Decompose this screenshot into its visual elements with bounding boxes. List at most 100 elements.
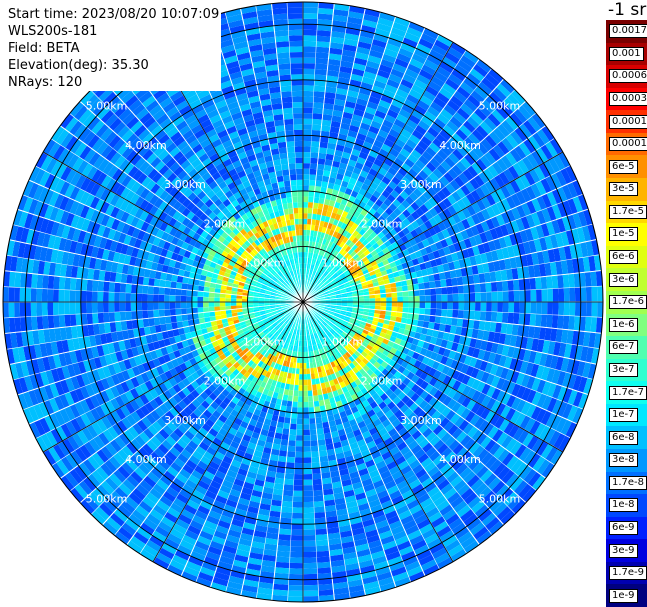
range-gate-cell: [442, 83, 456, 95]
range-gate-cell: [247, 302, 254, 305]
range-gate-cell: [457, 210, 467, 221]
range-gate-cell: [47, 275, 55, 289]
range-gate-cell: [350, 346, 357, 353]
range-gate-cell: [54, 328, 62, 342]
range-gate-cell: [412, 338, 420, 346]
range-gate-cell: [70, 418, 82, 433]
range-gate-cell: [451, 277, 458, 286]
range-gate-cell: [331, 25, 346, 33]
range-gate-cell: [326, 521, 339, 529]
range-gate-cell: [31, 274, 38, 288]
range-gate-cell: [144, 380, 154, 391]
range-gate-cell: [447, 398, 457, 410]
range-gate-cell: [415, 207, 425, 217]
range-gate-cell: [250, 495, 262, 504]
range-gate-cell: [259, 503, 271, 511]
range-gate-cell: [39, 417, 51, 434]
range-gate-cell: [508, 424, 520, 438]
range-gate-cell: [356, 250, 364, 257]
range-gate-cell: [3, 318, 11, 334]
range-gate-cell: [422, 254, 430, 263]
range-gate-cell: [330, 249, 337, 256]
range-gate-cell: [125, 302, 131, 312]
range-gate-cell: [566, 182, 578, 198]
range-gate-cell: [341, 374, 348, 382]
range-gate-cell: [540, 276, 548, 289]
range-gate-cell: [202, 409, 213, 419]
range-gate-cell: [421, 477, 434, 489]
range-gate-cell: [303, 413, 310, 419]
range-gate-cell: [471, 265, 479, 275]
range-gate-cell: [328, 229, 335, 236]
range-gate-cell: [319, 136, 329, 143]
range-gate-cell: [181, 387, 191, 397]
range-gate-cell: [343, 252, 350, 259]
range-gate-cell: [419, 302, 426, 309]
range-gate-cell: [173, 428, 184, 439]
range-gate-cell: [436, 525, 452, 538]
range-gate-cell: [201, 400, 211, 410]
range-gate-cell: [544, 235, 553, 250]
range-gate-cell: [183, 406, 193, 416]
range-gate-cell: [432, 400, 443, 411]
range-gate-cell: [313, 314, 318, 320]
range-gate-cell: [271, 310, 278, 314]
range-gate-cell: [220, 314, 227, 320]
range-gate-cell: [176, 315, 183, 322]
range-gate-cell: [406, 260, 414, 268]
range-gate-cell: [551, 275, 559, 289]
range-gate-cell: [339, 410, 347, 419]
range-gate-cell: [318, 8, 334, 15]
range-gate-cell: [180, 302, 187, 309]
range-gate-cell: [472, 348, 481, 359]
range-gate-cell: [83, 336, 92, 349]
range-gate-cell: [563, 302, 570, 316]
range-gate-cell: [315, 523, 327, 530]
range-gate-cell: [409, 402, 419, 412]
range-gate-cell: [186, 374, 196, 384]
range-gate-cell: [347, 276, 354, 282]
range-gate-cell: [265, 395, 273, 403]
range-gate-cell: [245, 332, 252, 339]
range-gate-cell: [405, 119, 418, 130]
range-gate-cell: [388, 32, 404, 43]
range-gate-cell: [389, 446, 400, 456]
range-gate-cell: [347, 465, 358, 474]
range-gate-cell: [231, 518, 244, 528]
range-gate-cell: [297, 413, 303, 419]
range-gate-cell: [421, 238, 430, 248]
range-gate-cell: [374, 289, 381, 295]
range-gate-cell: [333, 413, 341, 420]
range-gate-cell: [235, 326, 243, 332]
range-gate-cell: [517, 267, 524, 279]
range-gate-cell: [526, 153, 539, 169]
range-gate-cell: [343, 329, 350, 335]
range-gate-cell: [341, 302, 348, 305]
range-gate-cell: [64, 406, 76, 421]
range-gate-cell: [372, 317, 380, 322]
range-gate-cell: [384, 356, 392, 364]
range-gate-cell: [486, 302, 492, 312]
range-gate-cell: [369, 194, 378, 203]
range-gate-cell: [253, 302, 259, 305]
range-gate-cell: [306, 362, 310, 369]
range-gate-cell: [429, 49, 445, 62]
range-gate-cell: [571, 258, 580, 273]
range-gate-cell: [478, 420, 490, 433]
range-gate-cell: [394, 171, 405, 181]
range-gate-cell: [355, 492, 367, 501]
range-gate-cell: [400, 42, 416, 54]
range-gate-cell: [334, 225, 341, 233]
range-gate-cell: [372, 354, 380, 362]
range-gate-cell: [421, 150, 433, 162]
range-gate-cell: [219, 484, 232, 494]
range-gate-cell: [436, 231, 445, 241]
range-gate-cell: [432, 224, 442, 234]
range-gate-cell: [227, 581, 243, 590]
range-gate-cell: [397, 413, 408, 423]
range-gate-cell: [257, 320, 264, 325]
range-gate-cell: [28, 390, 39, 406]
range-gate-cell: [403, 469, 415, 480]
range-gate-cell: [463, 310, 470, 320]
range-gate-cell: [521, 202, 531, 216]
